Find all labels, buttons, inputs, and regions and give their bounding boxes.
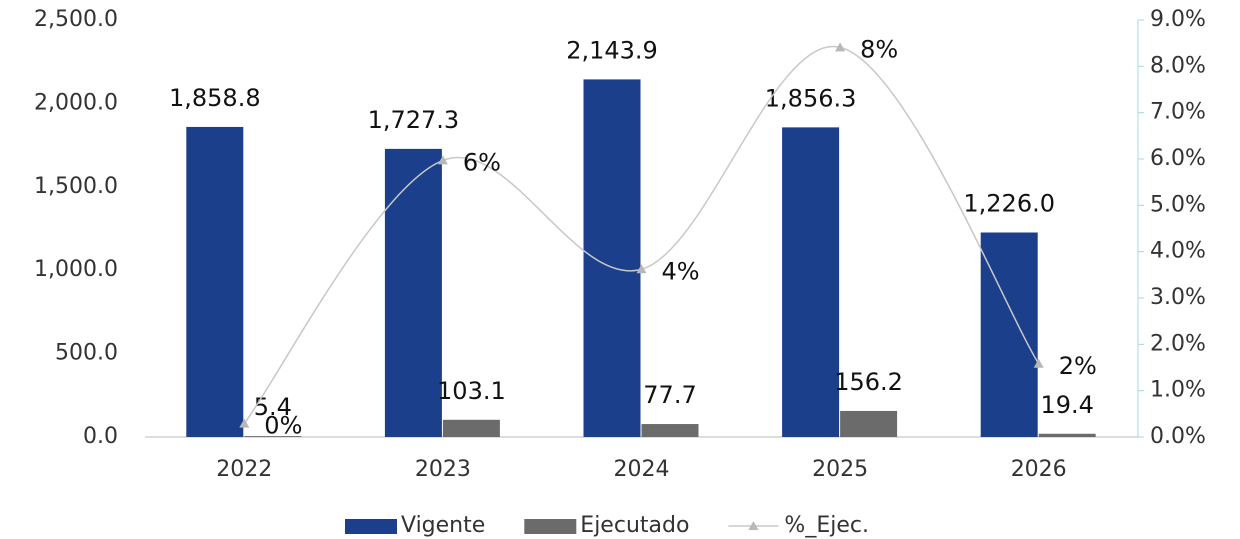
bar <box>840 410 898 437</box>
y-tick-label: 1,500.0 <box>34 174 118 199</box>
legend-label: Vigente <box>401 513 485 538</box>
data-label: 6% <box>463 148 501 176</box>
bar <box>583 79 641 438</box>
data-label: 19.4 <box>1040 391 1093 419</box>
line-marker <box>239 418 250 428</box>
data-label: 1,856.3 <box>765 84 857 112</box>
y2-tick-label: 7.0% <box>1150 100 1206 125</box>
y2-tick-label: 4.0% <box>1150 239 1206 264</box>
line-marker <box>1033 358 1044 368</box>
bar <box>1038 433 1096 437</box>
y-tick-label: 2,500.0 <box>34 7 118 32</box>
data-label: 2,143.9 <box>566 36 658 64</box>
line-marker <box>835 42 846 52</box>
legend-label: %_Ejec. <box>784 513 869 538</box>
data-label: 0% <box>264 412 302 440</box>
y2-tick-label: 5.0% <box>1150 192 1206 217</box>
y2-tick-label: 3.0% <box>1150 285 1206 310</box>
y2-tick-label: 1.0% <box>1150 378 1206 403</box>
line-marker <box>636 264 647 274</box>
legend-label: Ejecutado <box>580 513 689 538</box>
bar <box>442 419 500 437</box>
data-label: 77.7 <box>643 381 696 409</box>
bar <box>384 148 442 437</box>
bar <box>244 436 302 437</box>
x-tick-label: 2025 <box>812 457 868 482</box>
bar <box>782 127 840 437</box>
y2-tick-label: 6.0% <box>1150 146 1206 171</box>
data-label: 1,727.3 <box>368 106 460 134</box>
data-label: 4% <box>662 257 700 285</box>
bar <box>186 126 244 438</box>
y2-tick-label: 9.0% <box>1150 7 1206 32</box>
data-label: 5.4 <box>254 393 292 421</box>
x-tick-label: 2026 <box>1011 457 1067 482</box>
data-label: 1,858.8 <box>169 84 261 112</box>
data-label: 156.2 <box>834 368 903 396</box>
legend-swatch <box>524 519 577 534</box>
line <box>243 45 1040 425</box>
line-marker <box>437 155 448 165</box>
y2-tick-label: 2.0% <box>1150 331 1206 356</box>
y-tick-label: 500.0 <box>55 341 118 366</box>
legend-swatch-marker <box>748 521 759 530</box>
y-tick-label: 1,000.0 <box>34 257 118 282</box>
y2-tick-label: 0.0% <box>1150 424 1206 449</box>
data-label: 103.1 <box>437 377 506 405</box>
x-tick-label: 2022 <box>216 457 272 482</box>
data-label: 8% <box>860 35 898 63</box>
bar <box>980 232 1038 437</box>
x-tick-label: 2024 <box>614 457 670 482</box>
bar <box>641 424 699 437</box>
data-label: 1,226.0 <box>963 190 1055 218</box>
y-tick-label: 2,000.0 <box>34 90 118 115</box>
y-tick-label: 0.0 <box>83 424 118 449</box>
data-label: 2% <box>1059 352 1097 380</box>
legend-swatch <box>345 519 397 534</box>
x-tick-label: 2023 <box>415 457 471 482</box>
y2-tick-label: 8.0% <box>1150 53 1206 78</box>
